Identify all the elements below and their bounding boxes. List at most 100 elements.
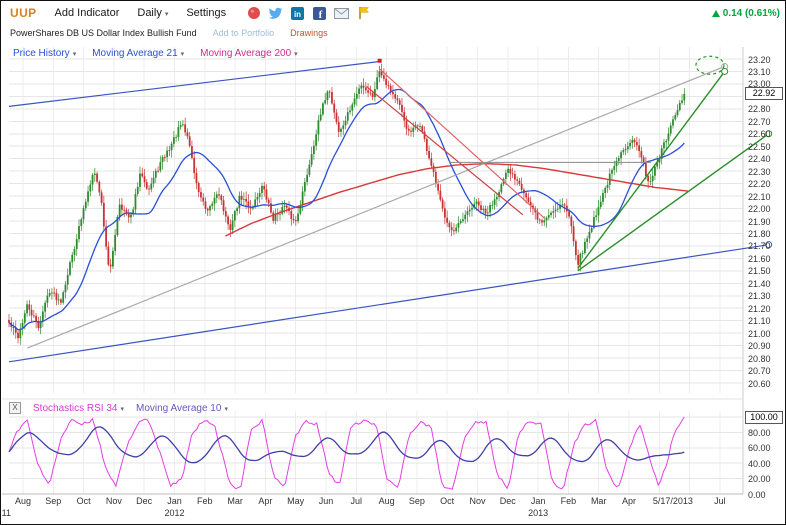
green-uptrend-line-upper[interactable] [577, 71, 726, 269]
x-axis-label: Feb [560, 496, 577, 506]
share-icons: in f [246, 6, 371, 21]
x-axis-label: Aug [378, 496, 395, 506]
ma200-dropdown[interactable]: Moving Average 200 ▾ [200, 48, 298, 59]
ma21-line [8, 88, 685, 331]
x-axis-label: Mar [590, 496, 607, 506]
stoch-ma-line [8, 426, 685, 464]
price-axis-tick: 21.80 [748, 228, 771, 239]
interval-label: Daily [137, 7, 162, 19]
upper-blue-trendline[interactable] [8, 60, 380, 107]
year-label: 11 [1, 508, 11, 518]
stoch-axis-tick: 80.00 [748, 427, 771, 438]
peak-marker [377, 58, 382, 63]
x-axis-label: Dec [136, 496, 153, 506]
price-axis-tick: 22.10 [748, 191, 771, 202]
drawings-menu[interactable]: Drawings [290, 28, 328, 38]
x-axis-label: May [287, 496, 305, 506]
svg-text:f: f [319, 9, 323, 20]
price-legend: Price History ▾ Moving Average 21 ▾ Moving… [13, 48, 298, 59]
flag-icon[interactable] [356, 6, 371, 21]
twitter-icon[interactable] [268, 6, 283, 21]
chevron-down-icon: ▾ [180, 51, 185, 58]
green-uptrend-line-lower-endpoint[interactable] [765, 130, 773, 138]
subheader: PowerShares DB US Dollar Index Bullish F… [1, 25, 785, 41]
price-axis-tick: 23.20 [748, 54, 771, 65]
add-to-portfolio-link[interactable]: Add to Portfolio [212, 28, 275, 38]
price-axis-tick: 20.80 [748, 353, 771, 364]
x-axis-label: Jan [530, 496, 546, 506]
stoch-axis-tick: 0.00 [748, 489, 766, 500]
x-axis-label: Apr [621, 496, 637, 506]
chevron-down-icon: ▾ [224, 405, 228, 413]
change-text: 0.14 (0.61%) [722, 7, 780, 19]
green-uptrend-line-lower[interactable] [577, 133, 770, 272]
settings-menu[interactable]: Settings [186, 7, 227, 19]
price-axis-tick: 22.80 [748, 104, 771, 115]
symbol-ticker[interactable]: UUP [10, 6, 37, 20]
x-axis-label: Apr [258, 496, 273, 506]
stoch-axis-tick: 60.00 [748, 443, 771, 454]
x-axis-label: Jun [318, 496, 334, 506]
stochastics-line [8, 416, 685, 490]
target-circle-annotation[interactable] [695, 55, 725, 75]
stochastics-dropdown[interactable]: Stochastics RSI 34 ▾ [33, 403, 124, 414]
red-downtrend-line-2[interactable] [366, 85, 524, 216]
price-axis-tick: 22.50 [748, 141, 771, 152]
price-axis-tick: 21.90 [748, 216, 771, 227]
stoch-ma-label: Moving Average 10 [136, 402, 222, 414]
price-axis-tick: 22.00 [748, 204, 771, 215]
stoch-ma-dropdown[interactable]: Moving Average 10 ▾ [136, 403, 228, 414]
price-axis-tick: 20.60 [748, 378, 771, 389]
price-axis-tick: 21.10 [748, 316, 771, 327]
price-axis-tick: 22.60 [748, 129, 771, 140]
ma21-label: Moving Average 21 [92, 48, 178, 59]
facebook-icon[interactable]: f [312, 6, 327, 21]
price-axis-tick: 22.40 [748, 154, 771, 165]
lower-blue-channel-line[interactable] [8, 244, 769, 363]
price-axis-tick: 22.70 [748, 116, 771, 127]
price-axis-tick: 21.30 [748, 291, 771, 302]
x-axis-label: Oct [440, 496, 455, 506]
email-icon[interactable] [334, 6, 350, 21]
x-axis-label: Nov [469, 496, 486, 506]
x-axis-label: Sep [45, 496, 62, 506]
lower-blue-channel-line-endpoint[interactable] [765, 241, 773, 249]
add-indicator-menu[interactable]: Add Indicator [54, 7, 120, 19]
chevron-down-icon: ▾ [120, 405, 124, 413]
price-axis-tick: 22.30 [748, 166, 771, 177]
red-downtrend-line-1[interactable] [379, 68, 546, 219]
green-uptrend-line-upper-endpoint[interactable] [721, 67, 729, 75]
x-axis-label: Aug [14, 496, 32, 506]
stoch-axis-tick: 20.00 [748, 474, 771, 485]
price-history-label: Price History [13, 48, 70, 59]
ma21-dropdown[interactable]: Moving Average 21 ▾ [92, 48, 184, 59]
candlestick-series [8, 63, 686, 345]
x-axis-label: 5/17/2013 [652, 496, 693, 506]
price-history-dropdown[interactable]: Price History ▾ [13, 48, 76, 59]
stocktwits-icon[interactable] [246, 6, 261, 21]
chevron-down-icon: ▾ [164, 11, 169, 18]
close-indicator-button[interactable]: X [9, 402, 21, 414]
year-label: 2012 [164, 508, 185, 518]
price-axis-tick: 21.40 [748, 278, 771, 289]
up-arrow-icon [711, 9, 720, 17]
interval-dropdown[interactable]: Daily ▾ [137, 7, 168, 19]
ma200-label: Moving Average 200 [200, 48, 292, 59]
x-axis-label: Oct [76, 496, 91, 506]
x-axis-label: Feb [197, 496, 213, 506]
gray-trendline[interactable] [27, 65, 725, 349]
chevron-down-icon: ▾ [294, 51, 298, 58]
fund-name: PowerShares DB US Dollar Index Bullish F… [10, 28, 197, 38]
x-axis-label: Jul [350, 496, 363, 506]
x-axis-label: Nov [105, 496, 122, 506]
linkedin-icon[interactable]: in [290, 6, 305, 21]
x-axis-label: Sep [408, 496, 425, 506]
grid [2, 47, 744, 495]
stoch-value-badge: 100.00 [745, 410, 783, 424]
price-axis-tick: 23.00 [748, 79, 771, 90]
year-label: 2013 [528, 508, 549, 518]
ma200-line [225, 162, 689, 237]
price-change-indicator: 0.14 (0.61%) [711, 7, 780, 19]
